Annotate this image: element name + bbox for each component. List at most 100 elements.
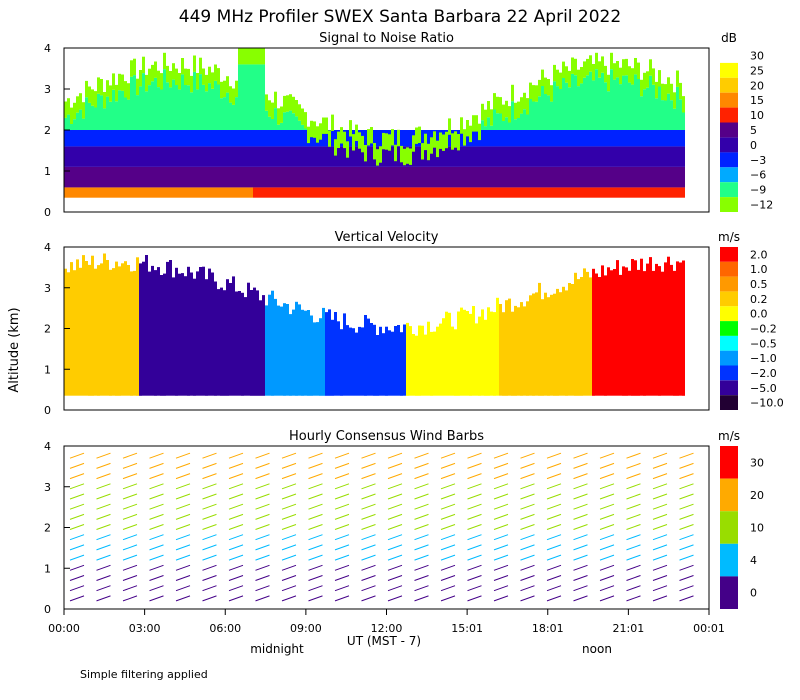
- wind-barb: [652, 564, 668, 571]
- snr-cell: [217, 68, 220, 85]
- wind-barb: [334, 595, 350, 602]
- snr-cell: [88, 166, 91, 188]
- snr-cell: [205, 74, 208, 92]
- wind-barb: [520, 493, 535, 500]
- snr-cell: [100, 95, 103, 130]
- snr-cell: [157, 146, 160, 167]
- snr-cell: [124, 187, 127, 198]
- wind-barb: [308, 483, 323, 490]
- wind-barb: [228, 595, 244, 602]
- snr-cell: [139, 166, 142, 188]
- velocity-cell: [535, 292, 538, 396]
- snr-cell: [442, 166, 445, 188]
- snr-cell: [430, 146, 433, 167]
- snr-cell: [328, 187, 331, 198]
- snr-cell: [604, 166, 607, 188]
- snr-cell: [292, 96, 295, 114]
- snr-cell: [124, 146, 127, 167]
- wind-barb: [652, 483, 668, 490]
- wind-barb: [96, 595, 111, 602]
- snr-cell: [628, 82, 631, 130]
- snr-cell: [553, 146, 556, 167]
- snr-cell: [601, 187, 604, 198]
- snr-cell: [511, 130, 514, 147]
- snr-cell: [586, 187, 589, 198]
- snr-cell: [658, 187, 661, 198]
- snr-cell: [655, 81, 658, 99]
- snr-cell: [94, 130, 97, 147]
- snr-cell: [547, 130, 550, 147]
- snr-cell: [163, 52, 166, 70]
- wind-barb: [122, 534, 138, 541]
- snr-cell: [193, 55, 196, 72]
- wind-barb: [361, 524, 376, 530]
- colorbar-label: 5: [750, 124, 757, 137]
- wind-barb: [149, 575, 164, 581]
- wind-barb: [255, 493, 270, 500]
- snr-cell: [220, 98, 223, 130]
- snr-cell: [631, 84, 634, 130]
- wind-barb: [599, 544, 615, 551]
- wind-barb: [546, 452, 562, 459]
- snr-cell: [280, 130, 283, 147]
- snr-cell: [391, 187, 394, 198]
- snr-cell: [148, 68, 151, 86]
- snr-cell: [217, 166, 220, 188]
- velocity-cell: [565, 290, 568, 396]
- snr-cell: [250, 130, 253, 147]
- wind-barb: [573, 473, 588, 480]
- snr-cell: [577, 86, 580, 130]
- colorbar-label: −2.0: [750, 367, 777, 380]
- wind-barb: [573, 595, 588, 602]
- snr-cell: [262, 48, 265, 65]
- snr-cell: [682, 146, 685, 167]
- velocity-cell: [583, 268, 586, 396]
- snr-cell: [619, 166, 622, 188]
- velocity-cell: [82, 255, 85, 396]
- snr-cell: [418, 146, 421, 167]
- snr-cell: [292, 166, 295, 188]
- velocity-cell: [352, 328, 355, 396]
- snr-cell: [646, 187, 649, 198]
- wind-barb: [308, 513, 323, 520]
- snr-cell: [190, 130, 193, 147]
- velocity-cell: [457, 311, 460, 396]
- snr-cell: [622, 146, 625, 167]
- wind-barb: [414, 473, 429, 480]
- wind-barb: [334, 524, 350, 530]
- wind-barb: [440, 595, 456, 602]
- y-tick-label: 4: [44, 241, 51, 254]
- snr-cell: [556, 187, 559, 198]
- snr-cell: [157, 187, 160, 198]
- colorbar-label: −0.5: [750, 337, 777, 350]
- colorbar-label: 1.0: [750, 263, 768, 276]
- snr-cell: [73, 119, 76, 130]
- wind-barb: [546, 493, 562, 500]
- snr-cell: [577, 187, 580, 198]
- colorbar-swatch: [720, 92, 738, 108]
- snr-cell: [169, 146, 172, 167]
- snr-cell: [454, 166, 457, 188]
- wind-barb: [467, 503, 482, 510]
- snr-cell: [538, 130, 541, 147]
- wind-barb: [626, 595, 641, 602]
- snr-cell: [412, 166, 415, 188]
- snr-cell: [634, 130, 637, 147]
- wind-barb: [122, 575, 138, 581]
- wind-barb: [626, 544, 641, 551]
- snr-cell: [244, 146, 247, 167]
- midnight-label: midnight: [250, 642, 304, 656]
- snr-cell: [157, 130, 160, 147]
- snr-cell: [670, 146, 673, 167]
- snr-cell: [202, 166, 205, 188]
- velocity-cell: [241, 292, 244, 396]
- snr-cell: [514, 146, 517, 167]
- snr-cell: [283, 187, 286, 198]
- velocity-cell: [202, 266, 205, 396]
- snr-cell: [343, 146, 346, 167]
- snr-cell: [253, 130, 256, 147]
- x-tick-label: 21:01: [613, 622, 645, 635]
- snr-cell: [427, 166, 430, 188]
- wind-barb: [626, 503, 641, 510]
- wind-barb: [69, 493, 85, 500]
